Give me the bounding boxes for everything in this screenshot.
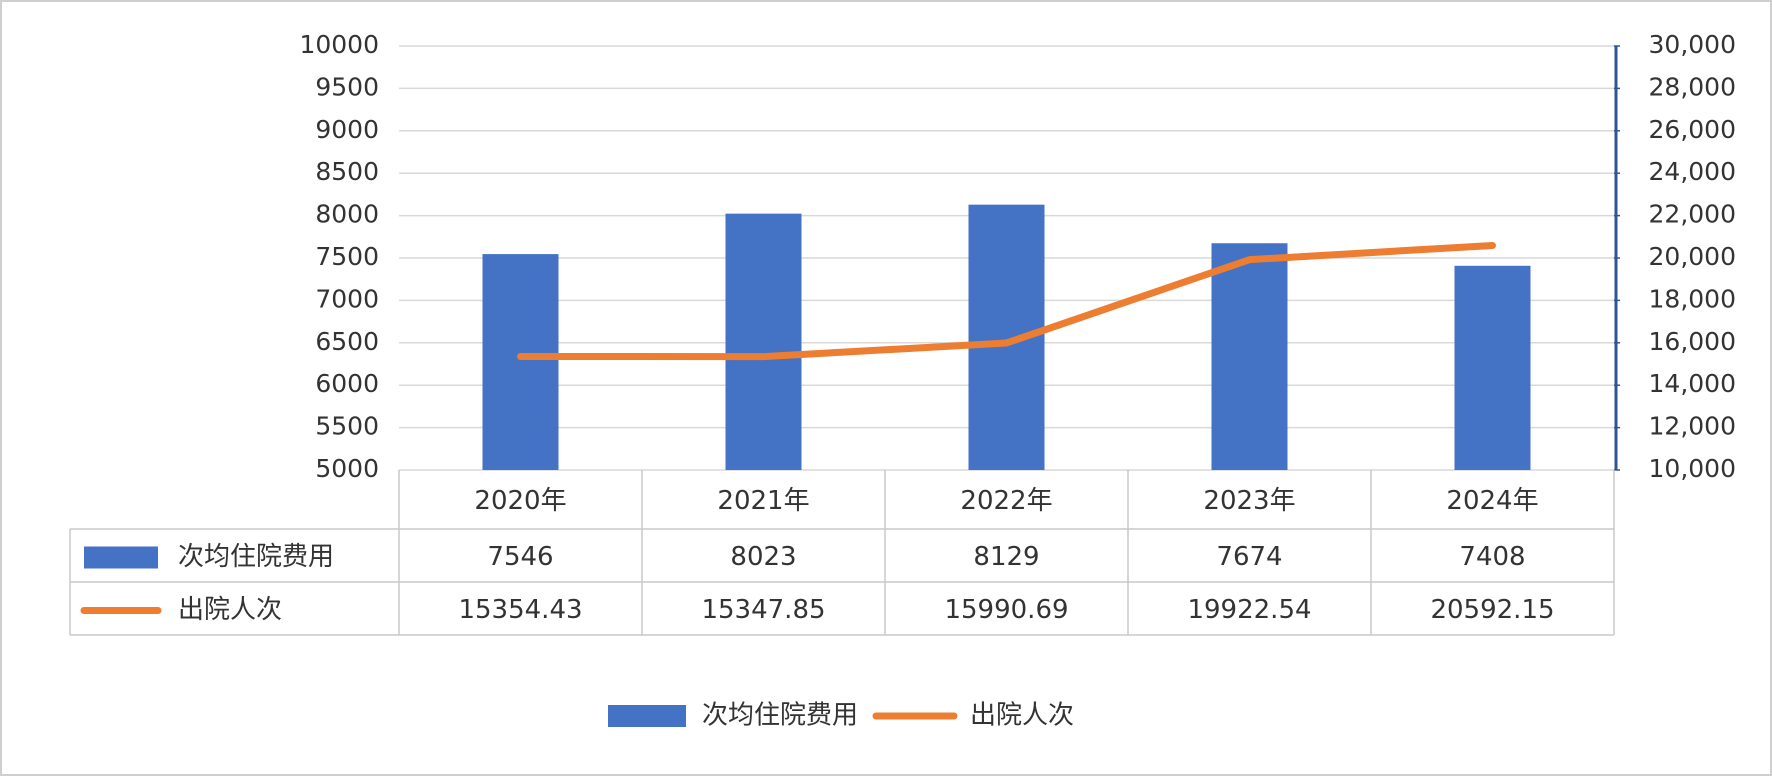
x-tick-label: 2020年 bbox=[474, 486, 566, 516]
y-tick-label: 10000 bbox=[299, 30, 379, 59]
y-tick-label: 9500 bbox=[315, 72, 379, 101]
y2-tick-label: 14,000 bbox=[1649, 369, 1736, 398]
table-value: 15354.43 bbox=[458, 595, 582, 625]
y-tick-label: 7500 bbox=[315, 242, 379, 271]
x-tick-label: 2024年 bbox=[1446, 486, 1538, 516]
y2-tick-label: 20,000 bbox=[1649, 242, 1736, 271]
y2-tick-label: 24,000 bbox=[1649, 157, 1736, 186]
y2-tick-label: 16,000 bbox=[1649, 327, 1736, 356]
bar bbox=[482, 254, 559, 470]
y2-tick-label: 18,000 bbox=[1649, 284, 1736, 313]
y-tick-label: 6000 bbox=[315, 369, 379, 398]
table-value: 15990.69 bbox=[944, 595, 1068, 625]
table-value: 8023 bbox=[730, 542, 796, 572]
y2-tick-label: 10,000 bbox=[1649, 454, 1736, 483]
y-tick-label: 5500 bbox=[315, 412, 379, 441]
table-value: 7674 bbox=[1216, 542, 1282, 572]
bar bbox=[1454, 265, 1531, 470]
table-value: 19922.54 bbox=[1187, 595, 1311, 625]
legend-label: 次均住院费用 bbox=[702, 701, 858, 731]
table-value: 7546 bbox=[487, 542, 553, 572]
table-value: 20592.15 bbox=[1430, 595, 1554, 625]
y2-tick-label: 30,000 bbox=[1649, 30, 1736, 59]
table-value: 8129 bbox=[973, 542, 1039, 572]
y2-tick-label: 26,000 bbox=[1649, 115, 1736, 144]
y-tick-label: 8000 bbox=[315, 200, 379, 229]
y-tick-label: 9000 bbox=[315, 115, 379, 144]
line bbox=[517, 241, 1496, 361]
y2-tick-label: 12,000 bbox=[1649, 412, 1736, 441]
legend-label: 出院人次 bbox=[970, 701, 1074, 731]
table-value: 15347.85 bbox=[701, 595, 825, 625]
y-tick-label: 8500 bbox=[315, 157, 379, 186]
table-value: 7408 bbox=[1459, 542, 1525, 572]
table-series-name: 次均住院费用 bbox=[178, 542, 334, 572]
legend-swatch bbox=[608, 705, 686, 727]
bar bbox=[1211, 243, 1288, 470]
bar bbox=[725, 213, 802, 470]
x-tick-label: 2023年 bbox=[1203, 486, 1295, 516]
y-tick-label: 5000 bbox=[315, 454, 379, 483]
y2-tick-label: 22,000 bbox=[1649, 200, 1736, 229]
table-series-name: 出院人次 bbox=[178, 595, 282, 625]
y-tick-label: 7000 bbox=[315, 284, 379, 313]
y-tick-label: 6500 bbox=[315, 327, 379, 356]
x-tick-label: 2022年 bbox=[960, 486, 1052, 516]
y2-tick-label: 28,000 bbox=[1649, 72, 1736, 101]
legend-swatch bbox=[84, 546, 158, 569]
x-tick-label: 2021年 bbox=[717, 486, 809, 516]
